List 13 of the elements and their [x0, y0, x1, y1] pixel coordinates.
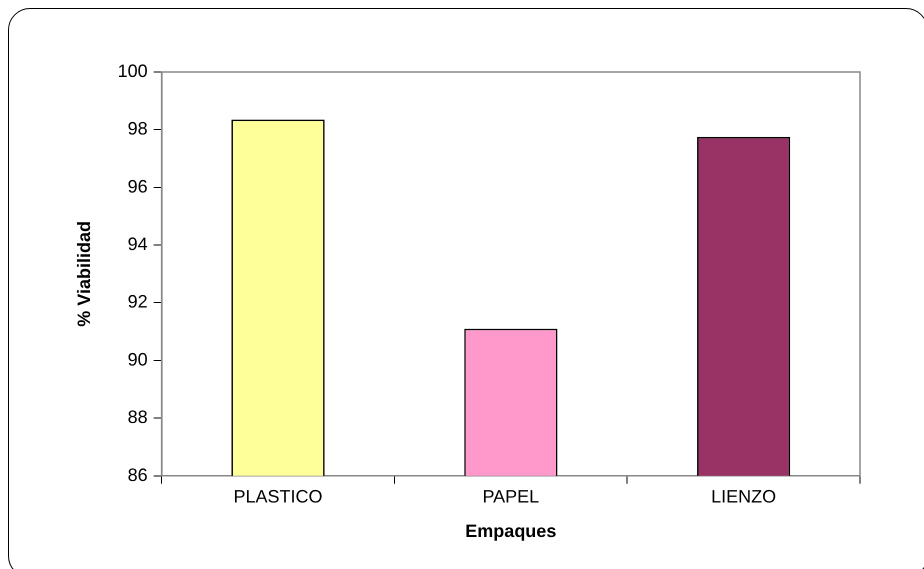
y-tick-label: 86 — [128, 464, 148, 485]
x-axis-title: Empaques — [465, 521, 556, 542]
y-tick-label: 90 — [128, 349, 148, 370]
y-tick-label: 100 — [118, 60, 148, 81]
x-tick-label: PAPEL — [482, 486, 540, 507]
y-tick-label: 88 — [128, 407, 148, 428]
y-tick-label: 92 — [128, 292, 148, 312]
y-axis-title: % Viabilidad — [74, 221, 94, 327]
x-tick-label: LIENZO — [711, 486, 776, 507]
y-tick-label: 96 — [128, 176, 148, 196]
x-tick-label: PLASTICO — [234, 486, 323, 507]
y-tick-label: 98 — [128, 118, 148, 139]
y-tick-label: 94 — [128, 234, 148, 254]
